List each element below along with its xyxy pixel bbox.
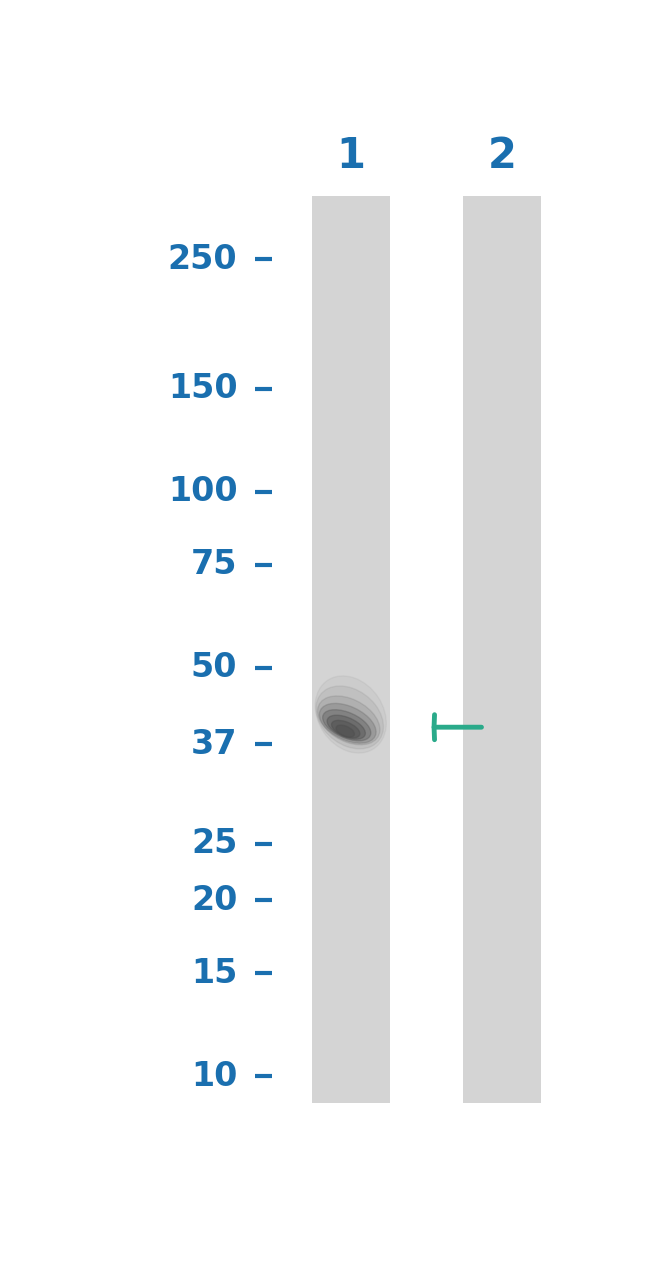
Ellipse shape	[319, 704, 376, 743]
Ellipse shape	[336, 725, 354, 737]
Bar	[463, 197, 541, 1102]
Text: 10: 10	[191, 1059, 237, 1092]
Text: 37: 37	[191, 728, 237, 761]
Text: 2: 2	[488, 135, 516, 177]
Text: 75: 75	[191, 549, 237, 582]
Text: 150: 150	[168, 372, 237, 405]
Text: 250: 250	[168, 243, 237, 276]
Ellipse shape	[322, 710, 370, 740]
Text: 20: 20	[191, 884, 237, 917]
Ellipse shape	[327, 715, 365, 739]
Text: 50: 50	[191, 652, 237, 685]
Bar	[312, 197, 390, 1102]
Text: 100: 100	[168, 475, 237, 508]
Text: 25: 25	[191, 827, 237, 860]
Ellipse shape	[332, 720, 360, 738]
Text: 1: 1	[336, 135, 365, 177]
Text: 15: 15	[191, 956, 237, 989]
Ellipse shape	[316, 686, 384, 749]
Ellipse shape	[315, 676, 386, 753]
Ellipse shape	[318, 696, 380, 744]
